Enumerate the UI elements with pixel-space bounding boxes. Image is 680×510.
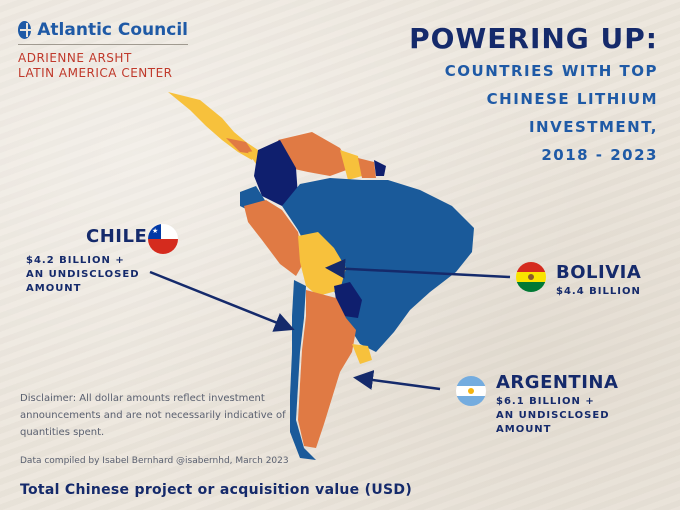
region-peru — [244, 200, 304, 276]
data-credit: Data compiled by Isabel Bernhard @isaber… — [20, 456, 289, 466]
region-honduras — [226, 138, 254, 154]
region-chile — [290, 280, 316, 460]
region-bolivia — [298, 232, 346, 296]
bolivia-label: BOLIVIA $4.4 BILLION — [556, 262, 641, 299]
title-block: POWERING UP: COUNTRIES WITH TOP CHINESE … — [409, 22, 658, 167]
chile-amount-line-1: $4.2 BILLION + — [26, 255, 125, 266]
region-venezuela — [278, 132, 352, 176]
chile-name: CHILE — [86, 226, 148, 247]
logo-divider — [18, 44, 188, 45]
footer-caption: Total Chinese project or acquisition val… — [20, 482, 413, 498]
title-line-2: CHINESE LITHIUM — [486, 90, 658, 108]
title-line-1: COUNTRIES WITH TOP — [444, 62, 658, 80]
bolivia-name: BOLIVIA — [556, 262, 642, 283]
region-uruguay — [352, 344, 372, 364]
disclaimer-text: Disclaimer: All dollar amounts reflect i… — [20, 393, 286, 438]
region-guyana — [340, 150, 362, 180]
region-colombia — [254, 140, 298, 206]
argentina-amount-line-1: $6.1 BILLION + — [496, 396, 595, 407]
globe-icon — [18, 21, 35, 39]
region-french-guiana — [374, 160, 386, 176]
title-line-3: INVESTMENT, — [528, 118, 658, 136]
chile-amount-line-2: AN UNDISCLOSED — [26, 269, 140, 280]
argentina-amount-line-2: AN UNDISCLOSED — [496, 410, 610, 421]
argentina-amount-line-3: AMOUNT — [496, 424, 552, 435]
bolivia-flag-icon — [516, 262, 546, 292]
logo-subtitle-2: LATIN AMERICA CENTER — [18, 66, 173, 80]
atlantic-council-logo: Atlantic Council ADRIENNE ARSHT LATIN AM… — [18, 20, 188, 81]
arrow-bolivia — [325, 258, 511, 279]
region-suriname — [358, 158, 376, 178]
logo-subtitle-1: ADRIENNE ARSHT — [18, 51, 132, 65]
chile-label: CHILE — [86, 226, 147, 247]
arrow-chile — [149, 270, 295, 332]
logo-name: Atlantic Council — [37, 20, 188, 40]
arrow-argentina — [353, 370, 441, 391]
title-line-4: 2018 - 2023 — [541, 146, 658, 164]
chile-amount: $4.2 BILLION + AN UNDISCLOSED AMOUNT — [26, 254, 140, 296]
argentina-name: ARGENTINA — [496, 372, 619, 393]
region-brazil — [282, 178, 474, 352]
chile-flag-icon: ★ — [148, 224, 178, 254]
argentina-label: ARGENTINA $6.1 BILLION + AN UNDISCLOSED … — [496, 372, 618, 437]
chile-amount-line-3: AMOUNT — [26, 283, 82, 294]
region-argentina — [298, 290, 356, 448]
argentina-flag-icon — [456, 376, 486, 406]
title-main: POWERING UP: — [409, 22, 658, 55]
bolivia-amount: $4.4 BILLION — [556, 286, 641, 297]
